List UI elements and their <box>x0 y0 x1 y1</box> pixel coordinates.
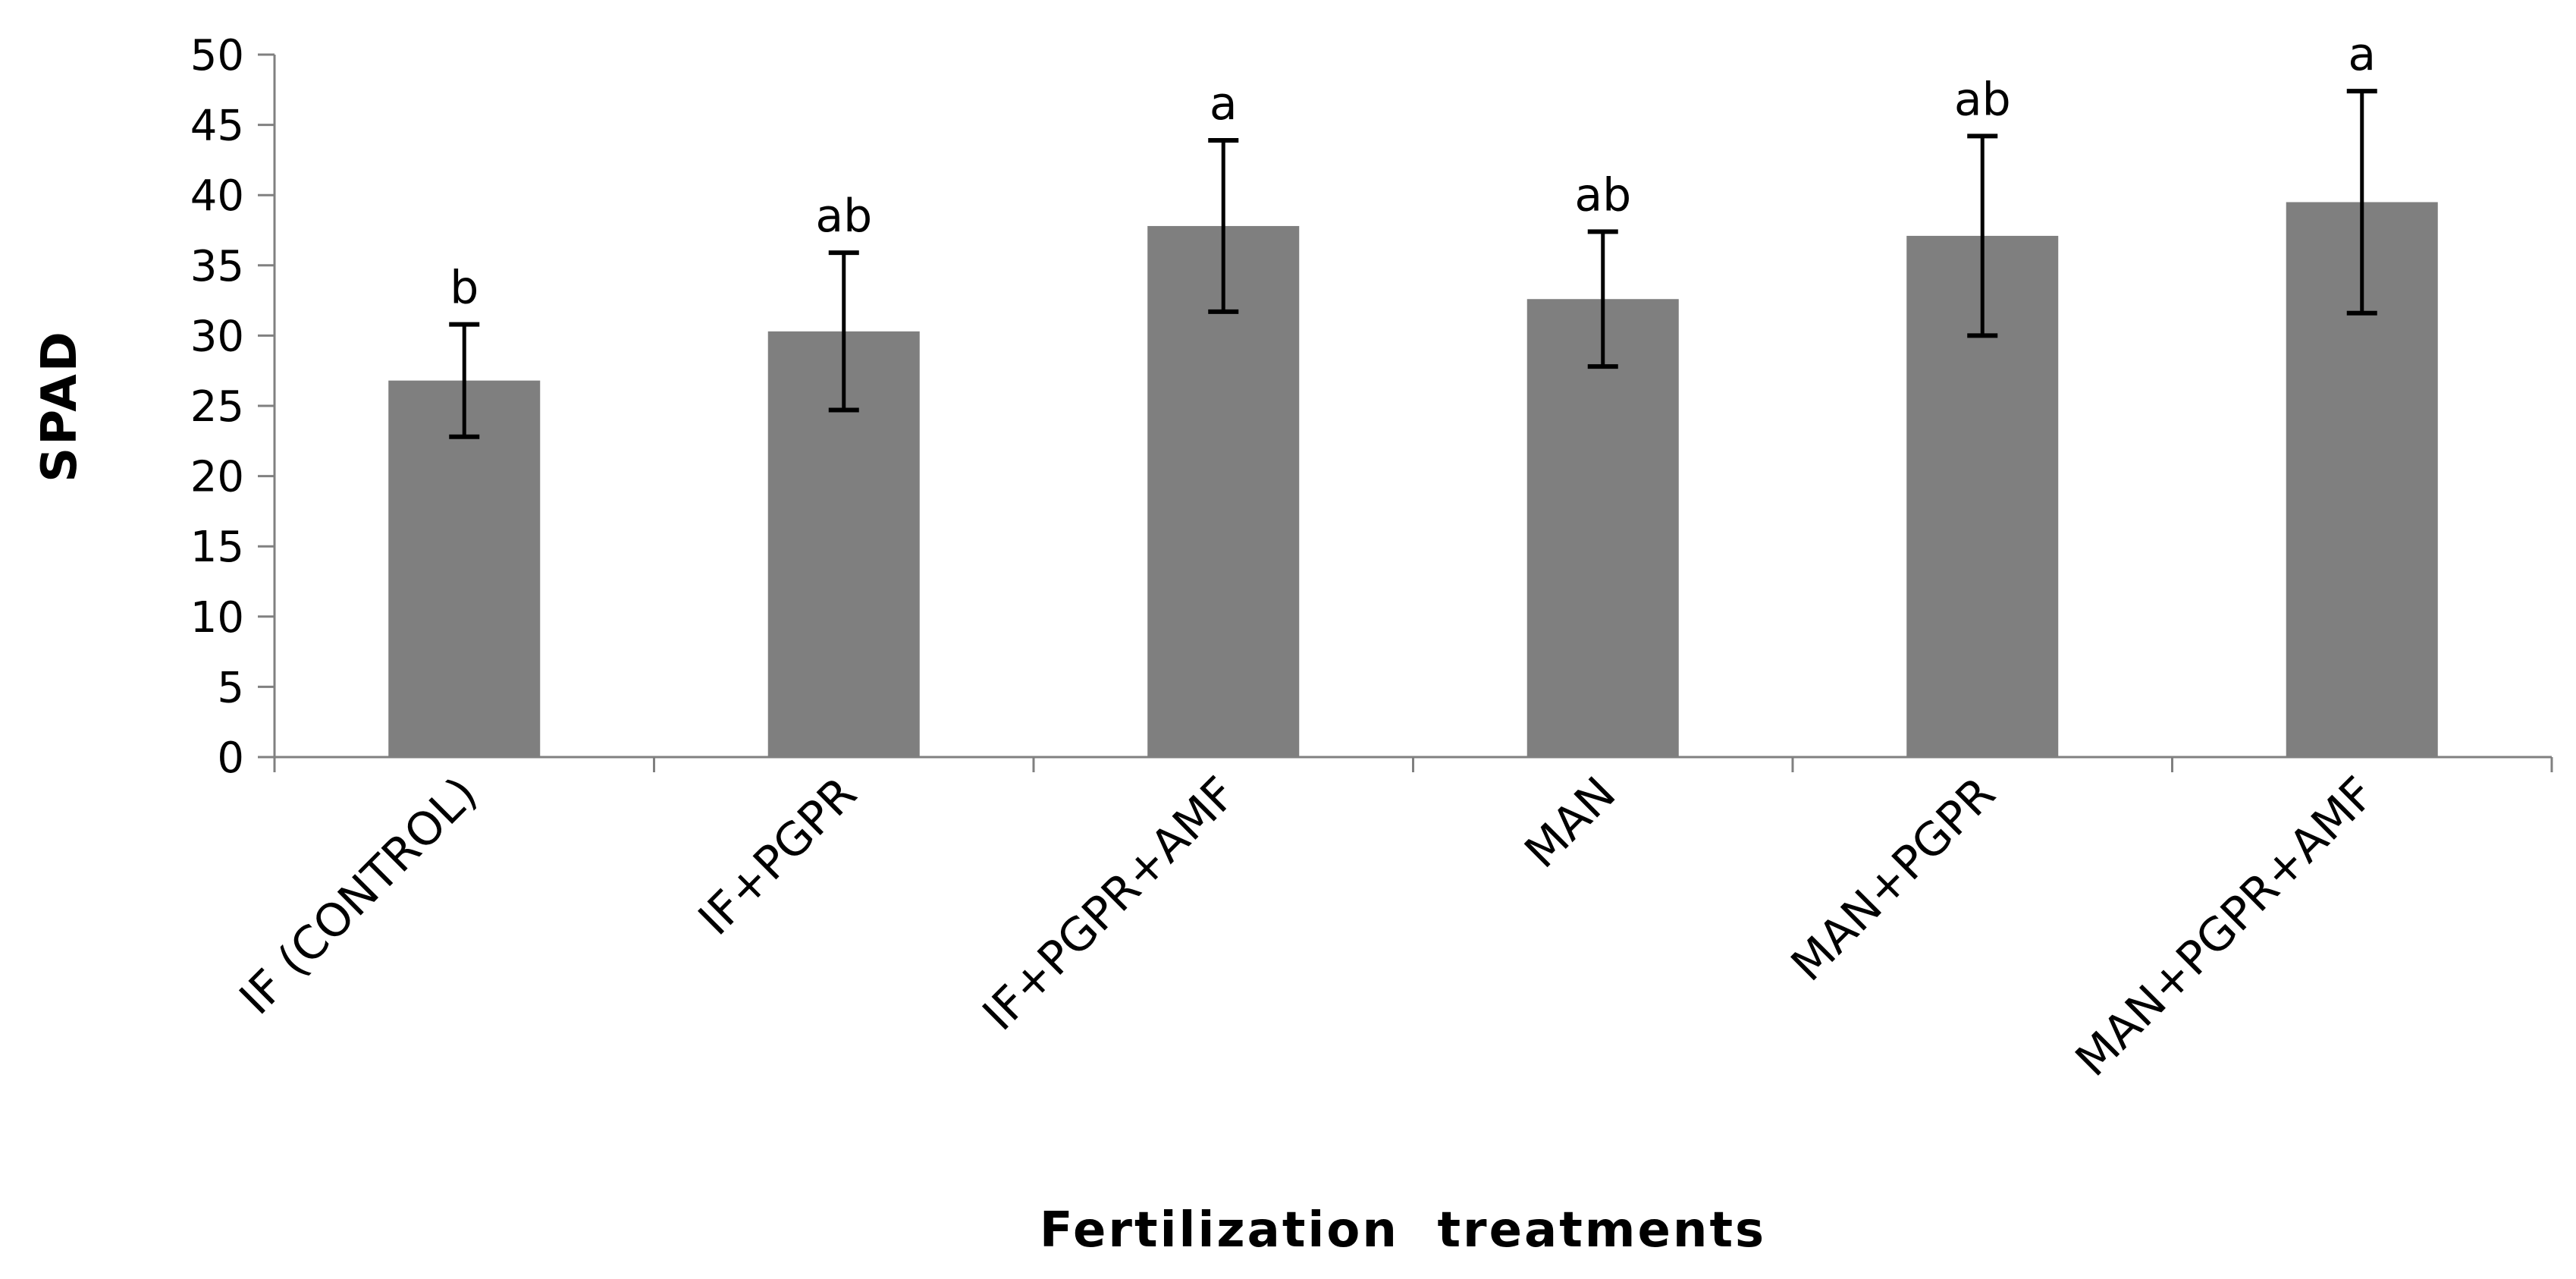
x-axis-title: Fertilization treatments <box>1040 1202 1766 1259</box>
significance-letter: ab <box>815 190 872 243</box>
y-tick-label: 5 <box>217 663 244 712</box>
category-label: IF (CONTROL) <box>230 767 488 1025</box>
error-bars <box>449 89 2377 439</box>
y-tick-label: 15 <box>190 523 244 572</box>
category-labels: IF (CONTROL) IF+PGPR IF+PGPR+AMF MAN MAN+PGP… <box>230 767 2386 1087</box>
significance-letter: ab <box>1574 168 1631 222</box>
bar <box>1526 299 1679 757</box>
bars <box>388 202 2438 758</box>
y-tick-label: 35 <box>190 242 244 291</box>
error-bar <box>1208 137 1239 314</box>
significance-letters: b ab a ab ab a <box>450 28 2376 314</box>
error-bar <box>449 322 480 439</box>
category-label: IF+PGPR+AMF <box>973 767 1247 1041</box>
category-label: MAN <box>1514 767 1626 878</box>
significance-letter: b <box>450 262 478 315</box>
error-bar <box>828 250 859 413</box>
y-tick-label: 40 <box>190 171 244 221</box>
error-bar <box>2346 89 2377 316</box>
y-tick-label: 10 <box>190 593 244 643</box>
error-bar <box>1587 229 1618 369</box>
y-tick-label: 45 <box>190 102 244 151</box>
x-axis <box>273 756 2553 772</box>
y-axis-title: SPAD <box>32 329 88 482</box>
significance-letter: a <box>2348 28 2376 81</box>
category-label: IF+PGPR <box>689 767 867 945</box>
y-tick-label: 0 <box>217 734 244 783</box>
y-tick-label: 20 <box>190 453 244 502</box>
y-axis: 0 5 10 15 20 25 30 35 40 45 50 <box>190 31 276 783</box>
bar <box>388 380 541 757</box>
y-tick-label: 50 <box>190 31 244 80</box>
error-bar <box>1967 134 1998 338</box>
bar <box>1147 225 1300 758</box>
category-label: MAN+PGPR+AMF <box>2066 767 2386 1087</box>
significance-letter: ab <box>1954 73 2011 126</box>
category-label: MAN+PGPR <box>1781 767 2006 991</box>
y-tick-label: 25 <box>190 382 244 432</box>
significance-letter: a <box>1210 77 1238 130</box>
y-tick-label: 30 <box>190 312 244 361</box>
